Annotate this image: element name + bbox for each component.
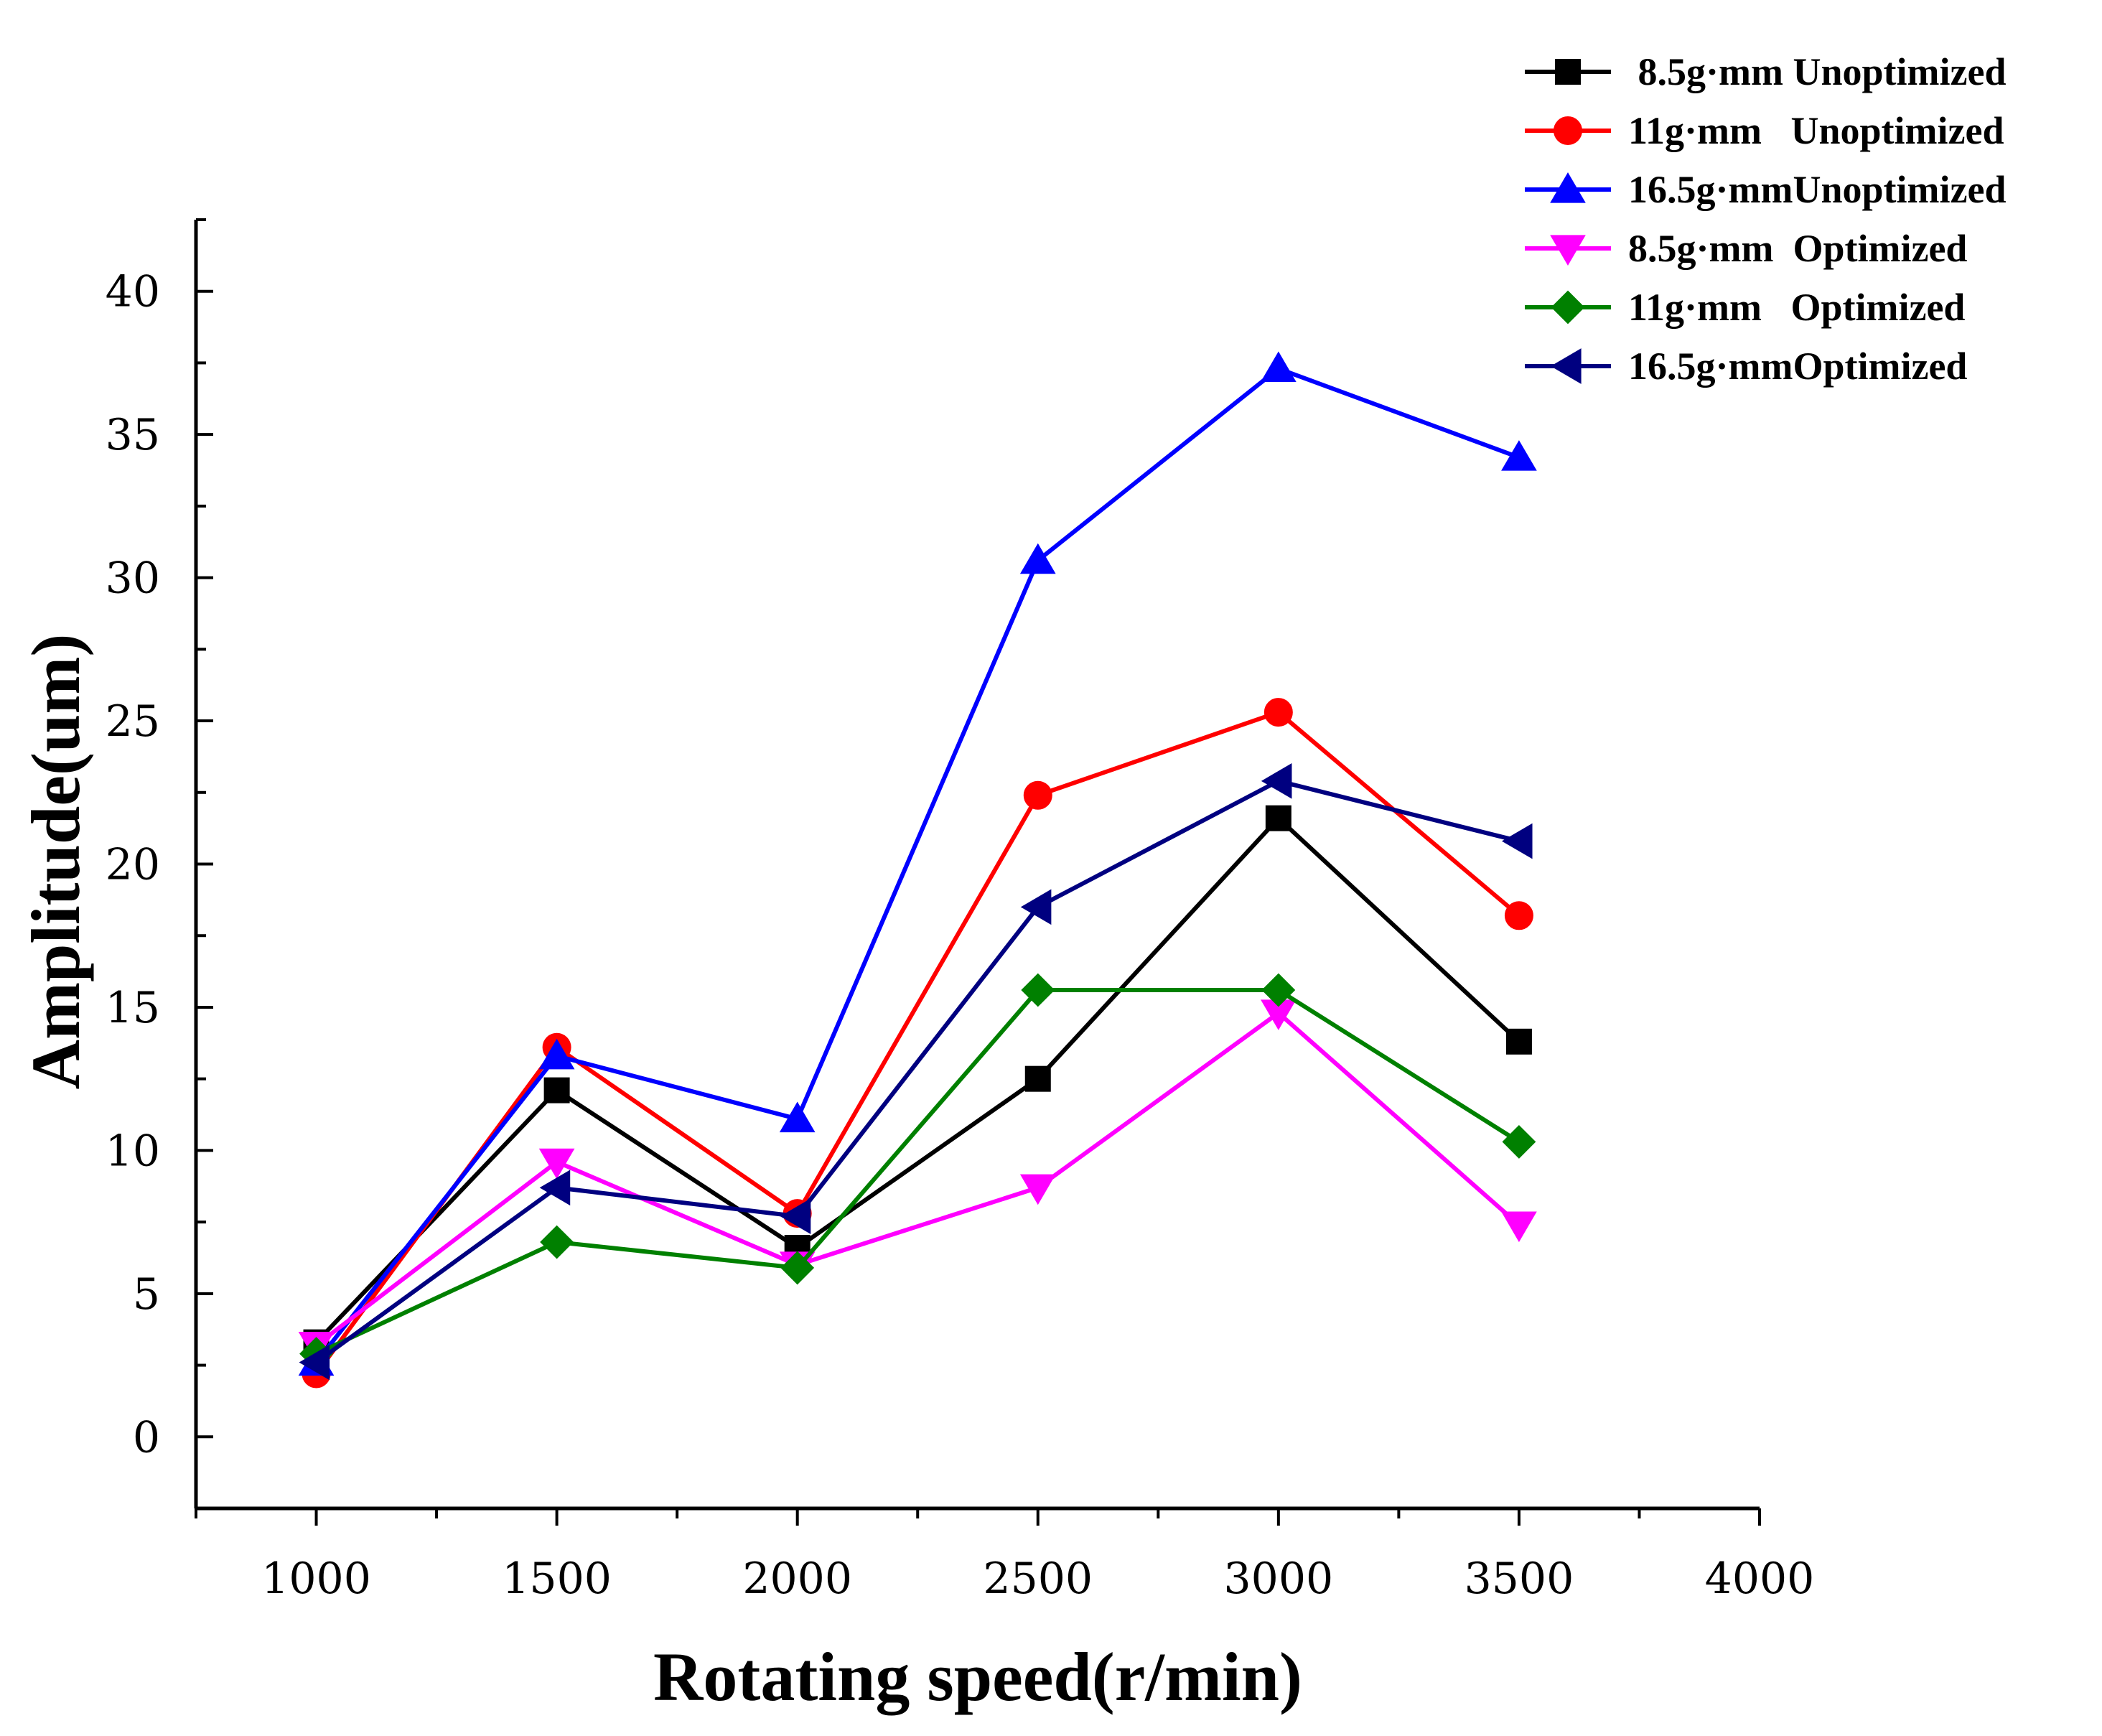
legend-entry: 11g·mm Optimized	[1525, 286, 1965, 329]
legend-marker	[1550, 172, 1586, 203]
y-tick-label: 35	[106, 410, 160, 460]
data-point	[539, 1170, 571, 1206]
series-4	[298, 999, 1537, 1363]
data-point	[538, 1038, 575, 1070]
data-point	[1504, 901, 1533, 930]
data-point	[1261, 973, 1296, 1007]
data-point	[543, 1077, 570, 1103]
legend-entry: 11g·mm Unoptimized	[1525, 109, 2004, 152]
data-point	[1502, 1125, 1536, 1159]
x-tick-label: 1000	[261, 1554, 371, 1604]
y-tick-label: 30	[106, 554, 160, 604]
data-point	[1023, 780, 1052, 810]
data-point	[1019, 1174, 1056, 1205]
data-point	[1019, 543, 1056, 574]
legend-label: 11g·mm Optimized	[1628, 286, 1965, 329]
series-group	[298, 351, 1537, 1389]
data-point	[1261, 762, 1292, 799]
y-tick-label: 20	[106, 840, 160, 890]
data-point	[1263, 698, 1293, 727]
data-point	[779, 1101, 816, 1133]
legend-entry: 16.5g·mmOptimized	[1525, 345, 1967, 388]
y-tick-label: 25	[106, 696, 160, 747]
data-point	[780, 1198, 811, 1234]
data-point	[1265, 805, 1291, 831]
y-axis-title: Amplitude(um)	[17, 634, 94, 1090]
y-tick-label: 15	[106, 983, 160, 1033]
data-point	[1501, 440, 1537, 471]
y-ticks: 0 5 10 15 20 25 30 35 40	[106, 218, 213, 1510]
data-point	[1024, 1065, 1051, 1092]
plot-area: 0 5 10 15 20 25 30 35 40 1000 1500 2000 2500 3000 350…	[106, 218, 1815, 1604]
series-line	[314, 816, 1521, 1344]
series-line	[315, 988, 1521, 1356]
x-tick-label: 1500	[502, 1554, 612, 1604]
series-line	[314, 710, 1521, 1376]
data-point	[538, 1148, 575, 1180]
series-6	[299, 762, 1533, 1381]
legend-marker	[1555, 59, 1581, 85]
y-tick-label: 5	[133, 1269, 160, 1320]
legend-label: 16.5g·mmOptimized	[1628, 345, 1967, 388]
series-line	[314, 778, 1520, 1364]
legend: 8.5g·mm Unoptimized 11g·mm Unoptimized 16.…	[1525, 50, 2006, 388]
legend-marker	[1550, 235, 1586, 266]
series-2	[302, 698, 1533, 1389]
legend-entry: 8.5g·mm Unoptimized	[1525, 50, 2006, 93]
data-point	[780, 1251, 815, 1285]
data-point	[1501, 1211, 1537, 1243]
x-axis-title: Rotating speed(r/min)	[653, 1638, 1302, 1715]
x-tick-label: 2000	[742, 1554, 852, 1604]
legend-entry: 16.5g·mmUnoptimized	[1525, 168, 2006, 211]
data-point	[1021, 973, 1055, 1007]
data-point	[299, 1344, 330, 1381]
legend-entry: 8.5g·mm Optimized	[1525, 227, 1967, 270]
data-point	[1501, 823, 1533, 859]
legend-label: 8.5g·mm Unoptimized	[1628, 50, 2006, 93]
legend-label: 8.5g·mm Optimized	[1628, 227, 1967, 270]
series-5	[299, 973, 1536, 1371]
data-point	[1020, 889, 1052, 925]
legend-marker	[1551, 348, 1582, 384]
x-tick-label: 2500	[983, 1554, 1093, 1604]
data-point	[540, 1225, 574, 1259]
x-tick-label: 3000	[1223, 1554, 1333, 1604]
series-3	[298, 351, 1537, 1376]
data-point	[1261, 351, 1297, 383]
y-tick-label: 0	[133, 1412, 160, 1462]
legend-marker	[1551, 290, 1585, 325]
legend-marker	[1554, 116, 1582, 145]
legend-label: 16.5g·mmUnoptimized	[1628, 168, 2006, 211]
x-tick-label: 3500	[1465, 1554, 1574, 1604]
x-tick-label: 4000	[1705, 1554, 1815, 1604]
series-line	[314, 1010, 1521, 1348]
legend-label: 11g·mm Unoptimized	[1628, 109, 2004, 152]
x-ticks: 1000 1500 2000 2500 3000 3500 4000	[195, 1508, 1815, 1604]
series-line	[314, 366, 1520, 1364]
y-tick-label: 40	[106, 267, 160, 317]
y-tick-label: 10	[106, 1126, 160, 1176]
data-point	[1505, 1028, 1532, 1055]
